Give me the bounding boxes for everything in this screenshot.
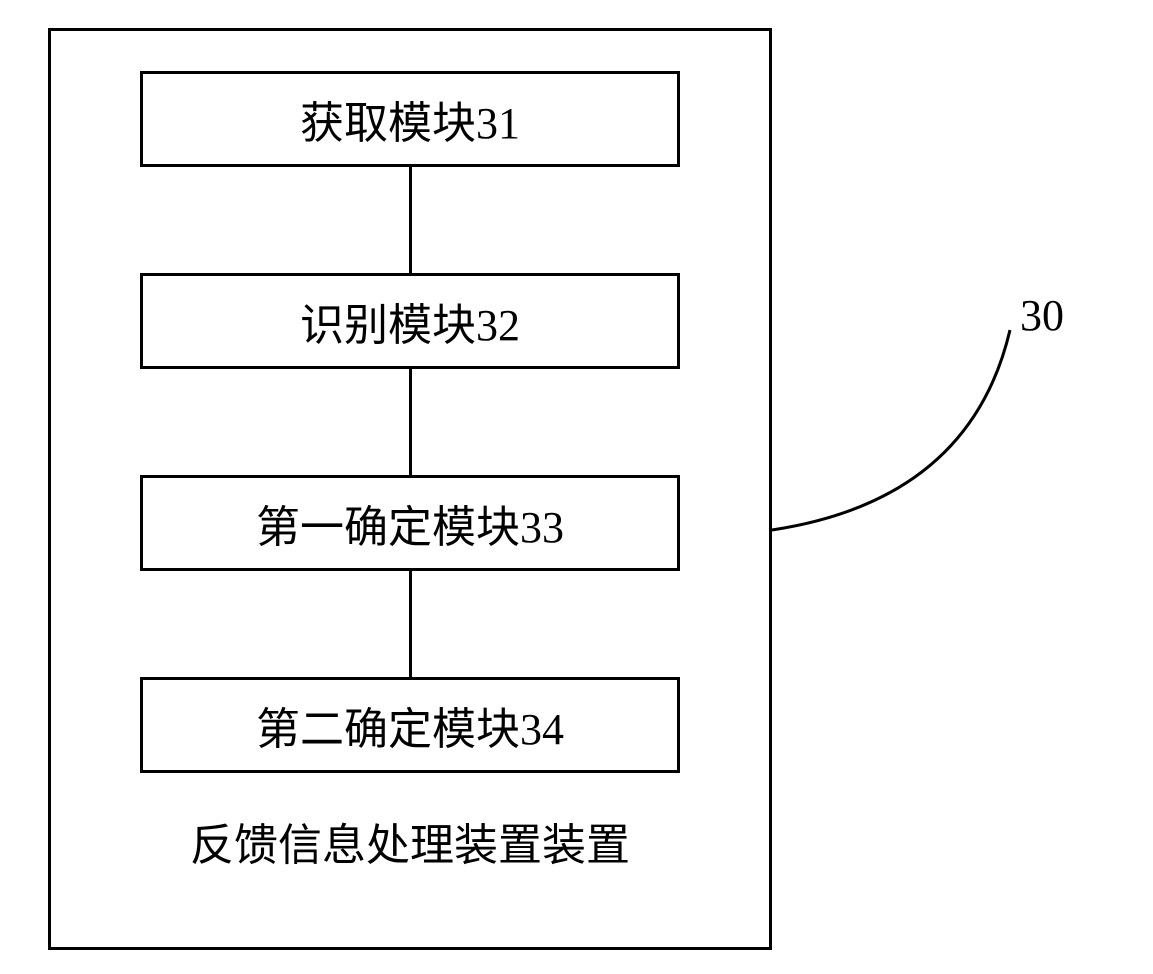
module-label-3: 第一确定模块33 — [256, 491, 564, 555]
connector-1-2 — [409, 167, 412, 273]
callout-path — [772, 330, 1010, 530]
connector-3-4 — [409, 571, 412, 677]
module-box-2: 识别模块32 — [140, 273, 680, 369]
reference-number: 30 — [1020, 290, 1064, 341]
module-box-4: 第二确定模块34 — [140, 677, 680, 773]
module-label-1: 获取模块31 — [300, 87, 520, 151]
connector-2-3 — [409, 369, 412, 475]
module-label-4: 第二确定模块34 — [256, 693, 564, 757]
container-title: 反馈信息处理装置装置 — [190, 809, 630, 873]
module-box-3: 第一确定模块33 — [140, 475, 680, 571]
module-box-1: 获取模块31 — [140, 71, 680, 167]
module-label-2: 识别模块32 — [300, 289, 520, 353]
diagram-container: 获取模块31 识别模块32 第一确定模块33 第二确定模块34 反馈信息处理装置… — [48, 28, 772, 950]
